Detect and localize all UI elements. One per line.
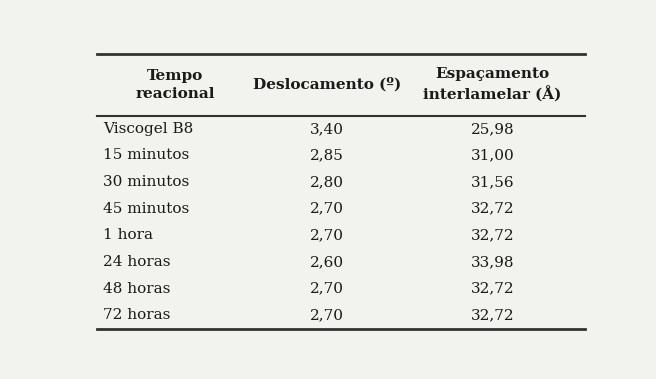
Text: 2,60: 2,60 <box>310 255 344 269</box>
Text: 31,00: 31,00 <box>471 149 514 163</box>
Text: 25,98: 25,98 <box>471 122 514 136</box>
Text: 2,70: 2,70 <box>310 308 344 322</box>
Text: 2,80: 2,80 <box>310 175 344 189</box>
Text: 32,72: 32,72 <box>471 308 514 322</box>
Text: Viscogel B8: Viscogel B8 <box>103 122 194 136</box>
Text: 30 minutos: 30 minutos <box>103 175 190 189</box>
Text: 33,98: 33,98 <box>471 255 514 269</box>
Text: 2,70: 2,70 <box>310 282 344 296</box>
Text: 2,70: 2,70 <box>310 202 344 216</box>
Text: 45 minutos: 45 minutos <box>103 202 190 216</box>
Text: 1 hora: 1 hora <box>103 229 153 242</box>
Text: 3,40: 3,40 <box>310 122 344 136</box>
Text: 2,85: 2,85 <box>310 149 344 163</box>
Text: 32,72: 32,72 <box>471 202 514 216</box>
Text: 31,56: 31,56 <box>471 175 514 189</box>
Text: 48 horas: 48 horas <box>103 282 171 296</box>
Text: Tempo
reacional: Tempo reacional <box>136 69 215 101</box>
Text: Deslocamento (º): Deslocamento (º) <box>253 78 401 92</box>
Text: Espaçamento
interlamelar (Å): Espaçamento interlamelar (Å) <box>423 67 562 103</box>
Text: 2,70: 2,70 <box>310 229 344 242</box>
Text: 72 horas: 72 horas <box>103 308 171 322</box>
Text: 24 horas: 24 horas <box>103 255 171 269</box>
Text: 15 minutos: 15 minutos <box>103 149 190 163</box>
Text: 32,72: 32,72 <box>471 229 514 242</box>
Text: 32,72: 32,72 <box>471 282 514 296</box>
